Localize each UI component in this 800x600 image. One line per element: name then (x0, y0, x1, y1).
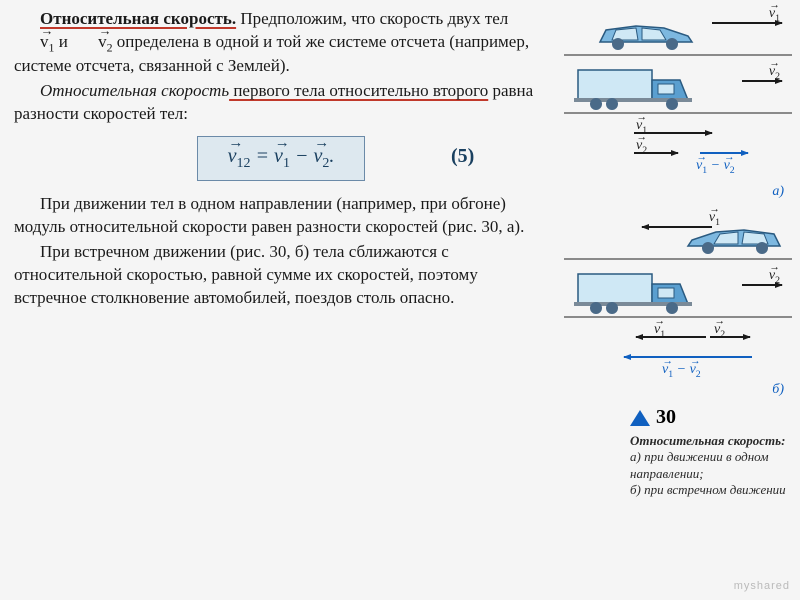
watermark-text: myshared (734, 580, 790, 592)
car-icon (592, 18, 702, 52)
heading-relative-velocity: Относительная скорость. (40, 9, 236, 28)
figure-number-row: 30 (630, 406, 792, 429)
arrow-diff-b (624, 356, 752, 358)
vector-v1-inline: v1 (14, 31, 54, 55)
paragraph-3: При движении тел в одном направлении (на… (14, 193, 548, 239)
truck-icon (572, 66, 702, 110)
figure-number: 30 (656, 406, 676, 429)
figure-column: v1 v2 v1 v2 v1 − v2 (560, 0, 800, 600)
arrow-v2-b (742, 284, 782, 286)
arrow-v2-a (742, 80, 782, 82)
text-column: Относительная скорость. Предположим, что… (0, 0, 560, 600)
paragraph-4: При встречном движении (рис. 30, б) тела… (14, 241, 548, 310)
triangle-icon (630, 410, 650, 426)
truck-icon-b (572, 270, 702, 314)
road-a-car: v1 (564, 4, 792, 56)
car-icon-b (678, 222, 788, 256)
diagram-a-vectors: v1 v2 v1 − v2 (564, 120, 792, 184)
vector-v2-inline: v2 (72, 31, 112, 55)
figure-caption: Относительная скорость: а) при движении … (564, 429, 792, 502)
case-label-a: а) (564, 184, 792, 200)
road-a-truck: v2 (564, 62, 792, 114)
formula-box: v12 = v1 − v2. (5) (197, 136, 366, 181)
arrow-v1-a (712, 22, 782, 24)
case-label-b: б) (564, 382, 792, 398)
diagram-b-vectors: v1 v2 v1 − v2 (564, 324, 792, 382)
paragraph-2: Относительная скорость первого тела отно… (14, 80, 548, 126)
road-b-truck: v2 (564, 266, 792, 318)
equation-number: (5) (451, 143, 474, 170)
formula-row: v12 = v1 − v2. (5) (14, 136, 548, 181)
road-b-car: v1 (564, 208, 792, 260)
paragraph-1: Относительная скорость. Предположим, что… (14, 8, 548, 78)
